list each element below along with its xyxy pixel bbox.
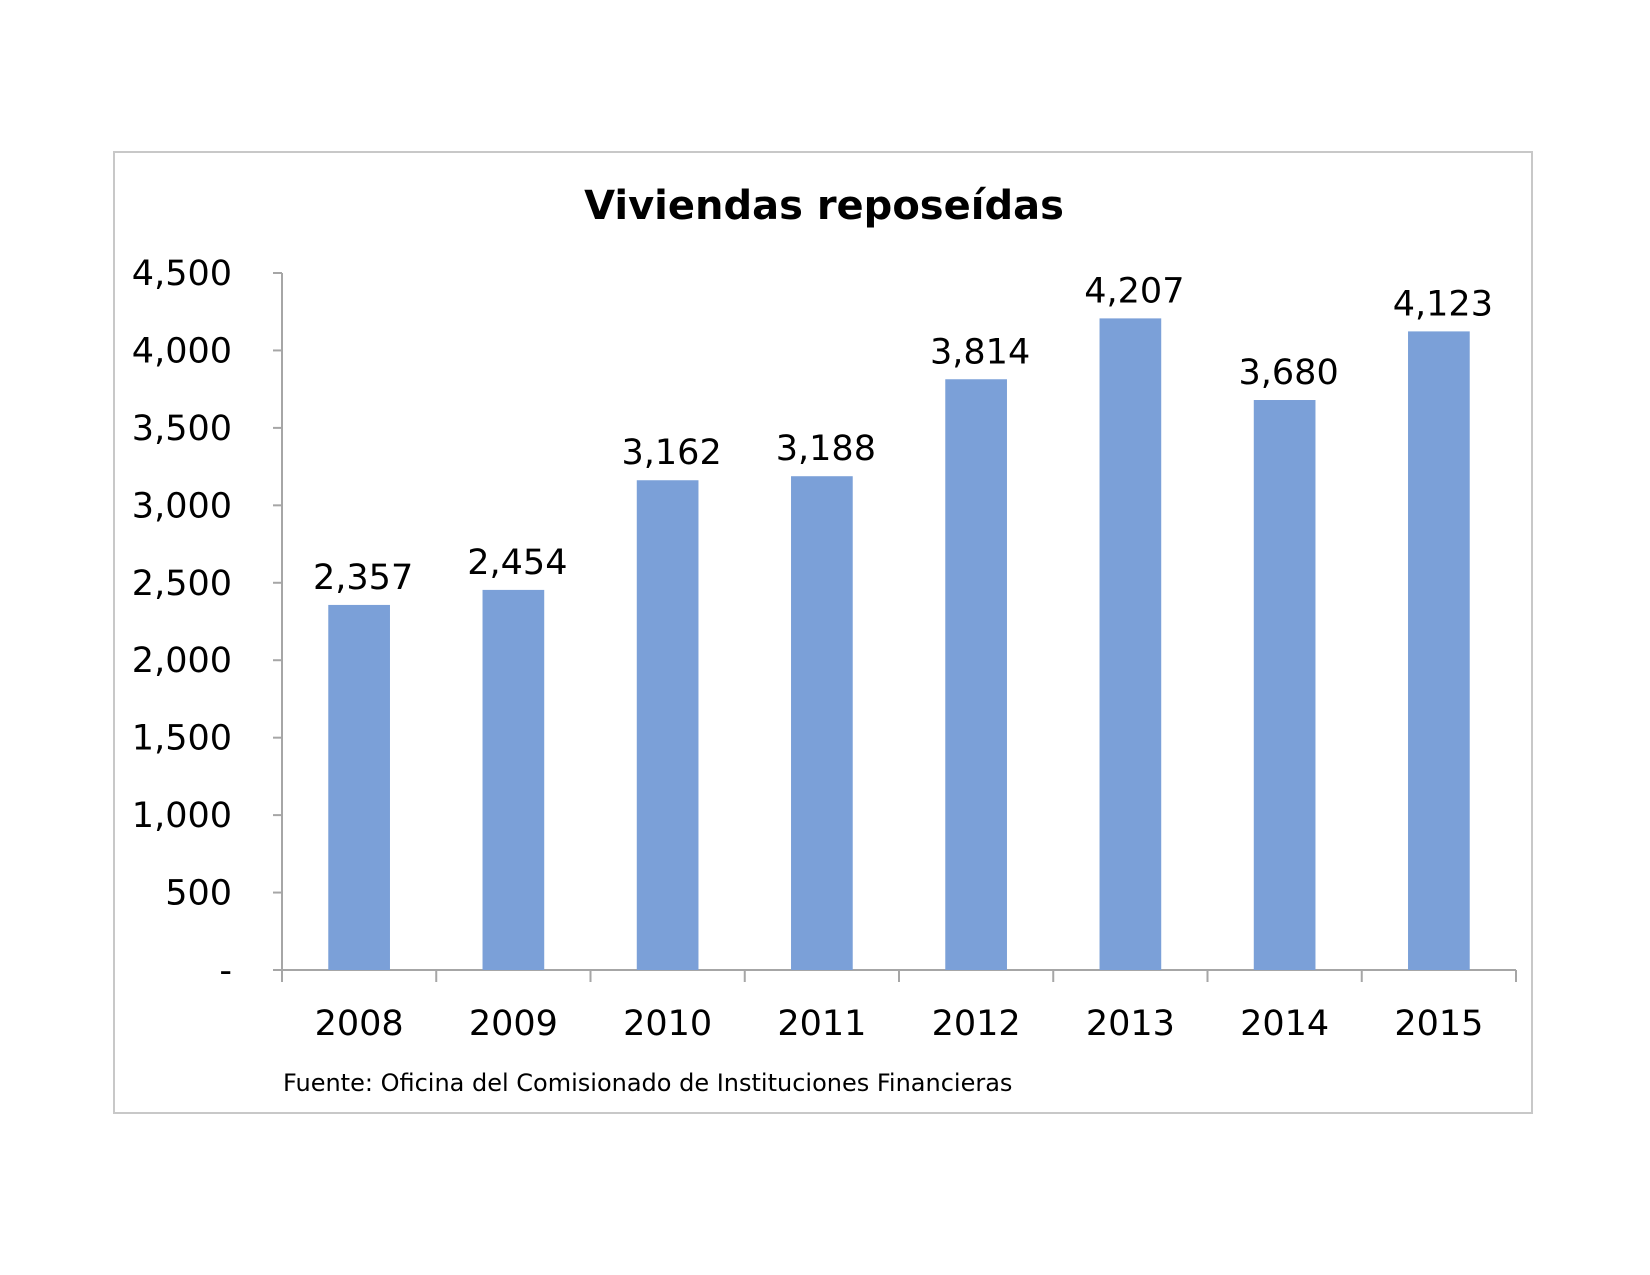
y-tick-label: 4,000	[132, 331, 232, 371]
bars	[328, 318, 1470, 970]
x-axis: 2008 2009 2010 2011 2012 2013 2014 2015	[281, 969, 1517, 1044]
y-tick-label: 2,000	[132, 641, 232, 681]
bar	[791, 476, 853, 970]
y-axis: - 500 1,000 1,500 2,000 2,500 3,000 3,500 4,000 4…	[132, 254, 283, 991]
data-label: 3,680	[1239, 353, 1339, 393]
data-label: 4,123	[1393, 284, 1493, 324]
y-tick-label: 1,000	[132, 796, 232, 836]
y-tick-label: 500	[165, 874, 232, 914]
x-tick-label: 2010	[623, 1004, 712, 1044]
y-tick-label: 3,500	[132, 409, 232, 449]
x-tick-label: 2012	[932, 1004, 1021, 1044]
bar-chart: Viviendas reposeídas - 500 1,000 1,500 2,000…	[132, 183, 1517, 1097]
x-tick-label: 2011	[777, 1004, 866, 1044]
data-label: 3,814	[930, 332, 1030, 372]
y-tick-label: 4,500	[132, 254, 232, 294]
y-tick-label: -	[219, 951, 232, 991]
data-label: 3,188	[776, 429, 876, 469]
y-tick-label: 3,000	[132, 486, 232, 526]
bar	[1253, 400, 1316, 970]
data-label: 2,454	[467, 543, 567, 583]
bar	[328, 604, 390, 970]
x-tick-label: 2015	[1394, 1004, 1483, 1044]
bar	[636, 480, 699, 970]
x-tick-label: 2009	[469, 1004, 558, 1044]
bar	[1408, 331, 1470, 970]
x-tick-label: 2008	[315, 1004, 404, 1044]
y-tick-label: 1,500	[132, 719, 232, 759]
data-label: 3,162	[622, 433, 722, 473]
bar	[1099, 318, 1162, 970]
x-tick-label: 2014	[1240, 1004, 1329, 1044]
chart-frame: Viviendas reposeídas - 500 1,000 1,500 2,000…	[113, 151, 1533, 1114]
data-label: 4,207	[1084, 271, 1184, 311]
bar	[482, 589, 545, 970]
data-label: 2,357	[313, 558, 413, 598]
chart-title: Viviendas reposeídas	[584, 183, 1064, 229]
data-labels: 2,357 2,454 3,162 3,188 3,814 4,207 3,680 4,123	[313, 271, 1493, 598]
y-tick-label: 2,500	[132, 564, 232, 604]
bar	[945, 379, 1007, 970]
x-tick-label: 2013	[1086, 1004, 1175, 1044]
source-note: Fuente: Oficina del Comisionado de Insti…	[283, 1069, 1012, 1097]
